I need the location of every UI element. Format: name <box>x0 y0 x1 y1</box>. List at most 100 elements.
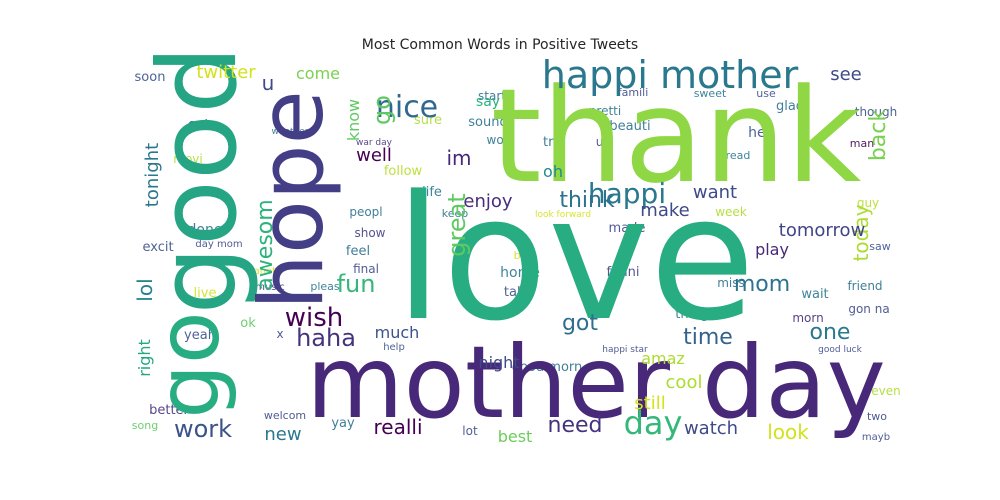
filler-word: life <box>422 185 442 200</box>
filler-word: morn <box>792 311 823 325</box>
filler-word: look forward <box>535 210 591 220</box>
cloud-word: cool <box>666 372 703 393</box>
cloud-word: thank <box>491 60 862 212</box>
cloud-word: tonight <box>142 143 163 207</box>
filler-word: day mom <box>195 239 242 250</box>
filler-word: two <box>867 410 887 423</box>
filler-word: guy <box>857 196 879 210</box>
cloud-word: think <box>559 188 615 213</box>
filler-word: miss <box>717 276 745 290</box>
filler-word: week <box>715 205 747 219</box>
cloud-word: today <box>849 204 873 261</box>
cloud-word: tomorrow <box>779 220 865 241</box>
filler-word: though <box>855 105 897 119</box>
filler-word: man <box>850 137 874 150</box>
cloud-word: know <box>344 99 363 141</box>
filler-word: better <box>149 403 189 418</box>
cloud-word: one <box>810 320 851 345</box>
cloud-word: say <box>476 94 500 110</box>
filler-word: war day <box>356 138 393 148</box>
filler-word: good morn <box>512 360 583 375</box>
filler-word: bed <box>514 249 535 262</box>
filler-word: song <box>132 419 158 432</box>
cloud-word: well <box>356 145 392 166</box>
filler-word: use <box>756 87 776 100</box>
filler-word: anoth <box>254 266 283 277</box>
cloud-word: still <box>634 393 665 414</box>
filler-word: yay <box>331 416 355 431</box>
filler-word: good luck <box>818 345 862 355</box>
cloud-word: best <box>498 427 533 446</box>
cloud-word: wish <box>285 303 344 333</box>
filler-word: last night <box>414 249 424 292</box>
filler-word: movi <box>173 152 202 166</box>
cloud-word: awesom <box>253 199 278 290</box>
filler-word: happi star <box>602 345 648 355</box>
cloud-word: mother day <box>306 324 886 441</box>
cloud-word: realli <box>373 415 422 439</box>
cloud-word: night <box>478 353 519 372</box>
filler-word: sure <box>414 113 442 128</box>
cloud-word: amaz <box>641 349 685 368</box>
cloud-word: watch <box>684 418 738 439</box>
filler-word: weather <box>272 127 309 137</box>
cloud-word: nice <box>376 90 438 125</box>
cloud-word: play <box>755 240 789 259</box>
filler-word: feel <box>346 244 370 259</box>
cloud-word: got <box>562 311 598 336</box>
filler-word: lot <box>462 424 478 438</box>
filler-word: yeah <box>184 328 216 343</box>
filler-word: excit <box>142 240 173 255</box>
filler-word: beauti <box>609 119 650 134</box>
filler-word: glad <box>776 99 804 114</box>
filler-word: tri <box>543 135 557 150</box>
filler-word: famili <box>618 86 649 99</box>
cloud-word: much <box>375 323 420 342</box>
cloud-word: happi <box>588 177 666 210</box>
filler-word: thing <box>675 307 708 322</box>
cloud-word: love <box>395 158 756 359</box>
cloud-word: go <box>139 311 239 418</box>
cloud-word: enjoy <box>463 191 512 212</box>
filler-word: keep <box>442 207 469 220</box>
cloud-word: see <box>830 64 862 85</box>
filler-word: even <box>871 384 900 398</box>
filler-word: cute <box>188 117 219 133</box>
cloud-word: come <box>296 64 340 83</box>
cloud-word: make <box>640 200 689 221</box>
filler-word: wow <box>487 133 514 147</box>
filler-word: hey <box>748 125 774 141</box>
filler-word: help <box>383 342 405 353</box>
filler-word: x <box>276 327 283 341</box>
cloud-word: good <box>136 45 261 314</box>
filler-word: pretti <box>589 104 621 118</box>
filler-word: home <box>500 265 540 281</box>
filler-word: peopl <box>349 205 382 219</box>
filler-word: music <box>255 282 285 293</box>
cloud-word: lol <box>133 278 157 301</box>
cloud-word: need <box>548 413 603 438</box>
cloud-word: want <box>693 182 737 203</box>
cloud-word: new <box>264 424 301 445</box>
filler-word: sound <box>468 115 507 130</box>
filler-word: funni <box>607 265 640 280</box>
filler-word: ur <box>596 135 609 149</box>
chart-title: Most Common Words in Positive Tweets <box>361 37 639 53</box>
filler-word: mayb <box>862 432 890 443</box>
filler-word: show <box>354 226 385 240</box>
filler-word: ok <box>240 316 256 331</box>
cloud-word: happi mother <box>542 53 799 97</box>
filler-word: pleas <box>310 280 340 293</box>
cloud-word: work <box>174 415 232 443</box>
cloud-word: im <box>446 146 471 170</box>
cloud-word: back <box>866 109 891 162</box>
filler-word: gon na <box>848 302 889 316</box>
cloud-word: twitter <box>196 62 256 83</box>
filler-word: soon <box>135 70 166 85</box>
filler-word: saw <box>869 240 890 253</box>
cloud-word: go <box>368 95 396 125</box>
cloud-word: right <box>135 339 154 377</box>
filler-word: start <box>478 89 506 103</box>
cloud-word: oh <box>543 162 563 181</box>
